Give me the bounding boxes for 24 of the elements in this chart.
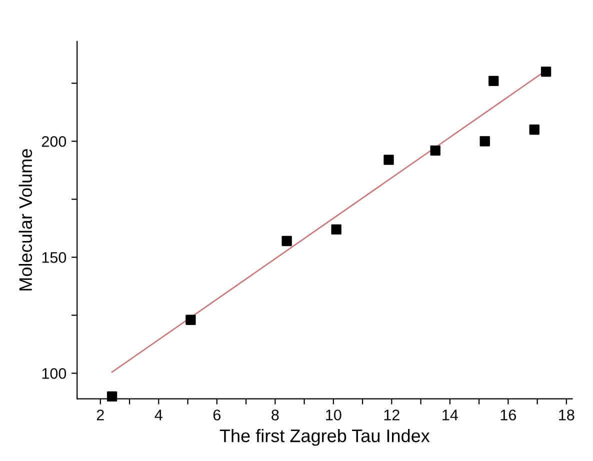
x-tick-label: 14: [442, 410, 458, 420]
x-tick-label: 12: [384, 410, 400, 420]
y-tick-label: 100: [42, 368, 66, 379]
x-tick-label: 6: [213, 410, 220, 420]
y-axis-title: Molecular Volume: [18, 149, 32, 290]
point: [331, 224, 342, 234]
point: [480, 136, 490, 146]
point: [106, 391, 118, 402]
x-tick-label: 2: [96, 410, 104, 420]
x-tick-label: 4: [154, 410, 162, 420]
point: [430, 145, 440, 156]
point: [282, 236, 292, 246]
x-axis-title: The first Zagreb Tau Index: [220, 428, 430, 446]
point: [529, 124, 540, 135]
y-tick-label: 150: [42, 252, 66, 263]
point: [540, 66, 552, 77]
x-tick-label: 18: [559, 410, 574, 420]
y-tick-label: 200: [42, 136, 66, 147]
point: [488, 76, 499, 86]
x-tick-label: 10: [326, 410, 342, 420]
point: [384, 154, 394, 165]
x-tick-label: 8: [272, 410, 279, 420]
point: [186, 314, 196, 325]
x-tick-label: 16: [500, 410, 516, 420]
